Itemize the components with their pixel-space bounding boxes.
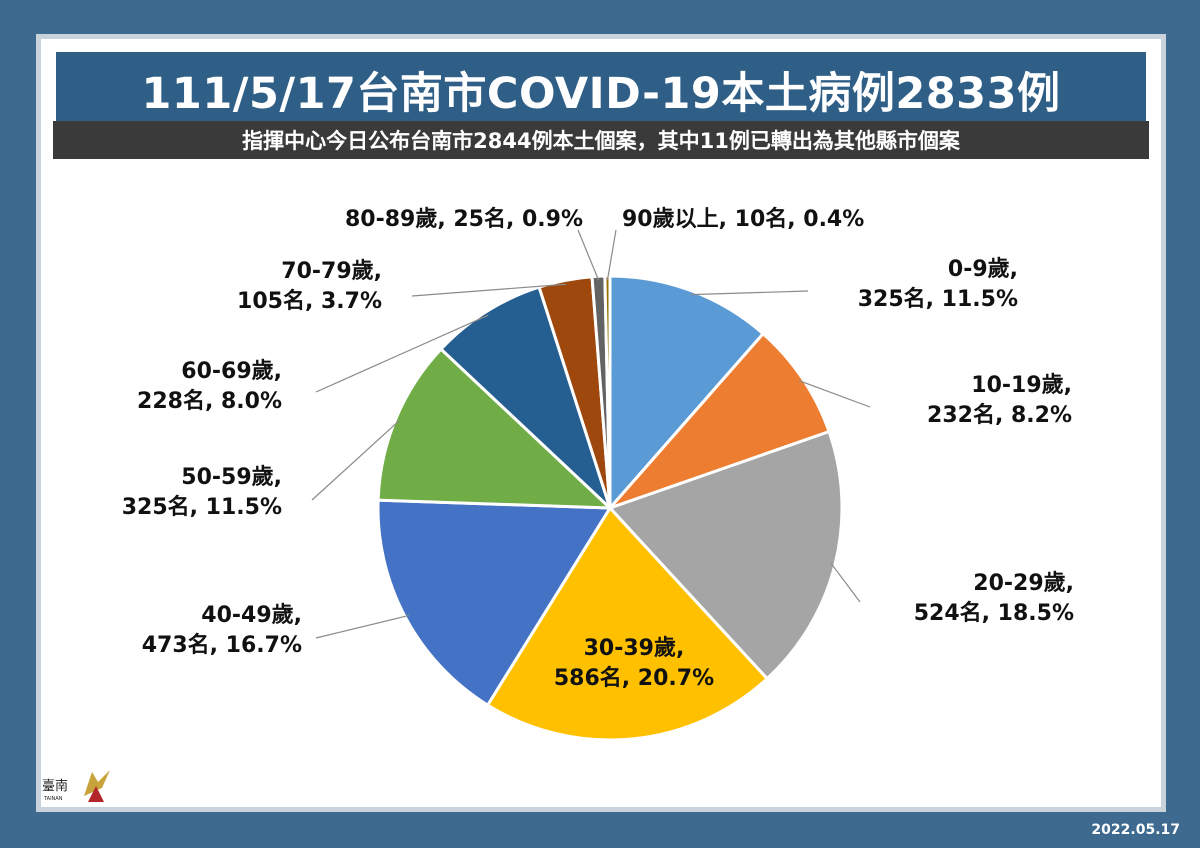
pie-slice-20-29歲 [607,429,844,681]
slice-label-40-49歲: 40-49歲, 473名, 16.7% [142,603,302,658]
title-banner: 111/5/17台南市COVID-19本土病例2833例 [53,49,1149,131]
leader-line-20-29歲 [830,563,861,603]
slice-label-10-19歲: 10-19歲, 232名, 8.2% [927,373,1072,428]
slice-label-0-9歲: 0-9歲, 325名, 11.5% [858,257,1018,312]
pie-slice-30-39歲 [485,505,770,742]
leader-line-80-89歲 [577,229,600,281]
slice-label-90歲以上: 90歲以上, 10名, 0.4% [622,206,864,232]
svg-text:臺南: 臺南 [42,778,68,794]
tainan-city-logo-icon: 臺南 TAINAN [42,770,110,802]
tainan-logo: 臺南 TAINAN [40,766,120,806]
page-title: 111/5/17台南市COVID-19本土病例2833例 [141,69,1061,119]
pie-slice-0-9歲 [608,274,766,512]
leader-line-90歲以上 [606,229,617,281]
date-stamp: 2022.05.17 [1091,822,1180,838]
slice-label-70-79歲: 70-79歲, 105名, 3.7% [237,259,382,314]
pie-slice-60-69歲 [438,285,614,514]
pie-slice-10-19歲 [605,331,831,512]
slice-labels: 0-9歲, 325名, 11.5% 10-19歲, 232名, 8.2% 20-29歲,… [122,206,1074,691]
slice-label-30-39歲: 30-39歲, 586名, 20.7% [554,636,714,691]
leader-line-40-49歲 [315,614,410,639]
slice-label-60-69歲: 60-69歲, 228名, 8.0% [137,359,282,414]
pie-slice-40-49歲 [376,498,613,708]
pie-slice-90歲以上 [603,274,612,509]
slice-label-20-29歲: 20-29歲, 524名, 18.5% [914,571,1074,626]
pie-slice-50-59歲 [376,346,614,510]
slice-label-50-59歲: 50-59歲, 325名, 11.5% [122,465,282,520]
page-subtitle: 指揮中心今日公布台南市2844例本土個案，其中11例已轉出為其他縣市個案 [242,129,960,153]
leader-line-60-69歲 [315,314,489,393]
pie-slices [376,274,844,742]
leader-line-70-79歲 [411,283,567,297]
svg-text:TAINAN: TAINAN [43,796,63,802]
leader-line-10-19歲 [798,380,871,408]
leader-line-50-59歲 [311,419,400,501]
leader-line-0-9歲 [690,290,809,296]
slice-label-80-89歲: 80-89歲, 25名, 0.9% [345,206,583,232]
leader-lines [311,229,871,639]
subtitle-banner: 指揮中心今日公布台南市2844例本土個案，其中11例已轉出為其他縣市個案 [53,121,1149,159]
